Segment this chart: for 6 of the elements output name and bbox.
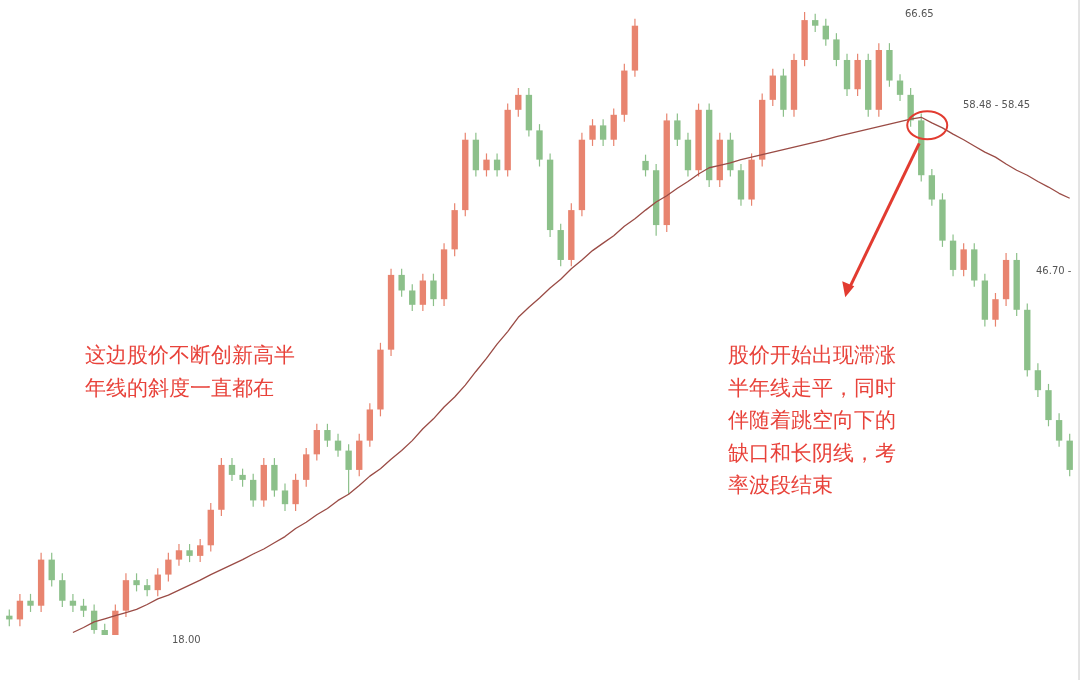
annotation: 这边股价不断创新高半年线的斜度一直都在 <box>85 343 295 400</box>
annotation: 58.48 - 58.45 <box>963 99 1031 110</box>
annotation: 18.00 <box>172 634 201 645</box>
annotation: 66.65 <box>905 8 934 19</box>
annotation: 46.70 - <box>1036 265 1072 276</box>
annotation: 股价开始出现滞涨半年线走平，同时伴随着跳空向下的缺口和长阴线，考率波段结束 <box>728 343 896 498</box>
